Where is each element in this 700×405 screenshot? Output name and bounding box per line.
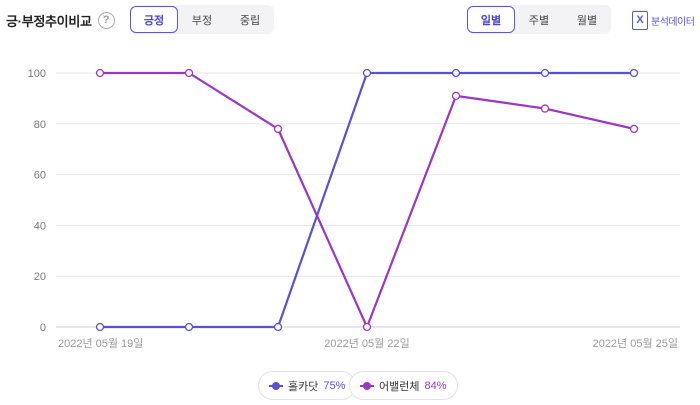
series-1-point <box>451 68 461 78</box>
series-2-point <box>540 104 550 113</box>
legend-item-series-2[interactable]: 어밸런체 84% <box>349 371 458 400</box>
y-axis: 0 20 40 60 80 100 <box>28 68 46 334</box>
y-tick-label: 60 <box>34 170 46 182</box>
section-title: 긍·부정추이비교 ? <box>6 9 115 31</box>
x-axis: 2022년 05월 19일 2022년 05월 22일 2022년 05월 25일 <box>58 336 678 350</box>
period-tabs: 일별 주별 월별 <box>467 5 611 34</box>
series-2-point <box>273 124 283 134</box>
y-tick-label: 0 <box>40 322 46 334</box>
series-2-point <box>95 68 105 78</box>
series-1-point <box>95 322 105 332</box>
series-1-point <box>362 68 372 78</box>
tab-negative[interactable]: 부정 <box>191 14 213 27</box>
excel-file-icon: X <box>632 10 648 30</box>
sentiment-tabs: 긍정 부정 중립 <box>130 5 274 34</box>
export-label: 분석데이터 <box>651 16 695 28</box>
export-data-button[interactable]: X 분석데이터 <box>632 9 695 31</box>
series-2-point <box>184 68 194 78</box>
x-tick-label: 2022년 05월 19일 <box>58 336 143 350</box>
y-tick-label: 40 <box>34 220 46 232</box>
tab-neutral[interactable]: 중립 <box>239 14 261 27</box>
chart-grid <box>56 72 680 328</box>
y-tick-label: 100 <box>28 68 46 80</box>
page-title: 긍·부정추이비교 <box>6 13 92 29</box>
tab-monthly[interactable]: 월별 <box>576 14 598 27</box>
legend-series-2-name: 어밸런체 <box>379 380 420 393</box>
legend-series-1-name: 홀카닷 <box>288 380 319 393</box>
series-2-line <box>100 71 635 329</box>
help-icon[interactable]: ? <box>97 11 115 29</box>
series-1-point <box>629 68 639 78</box>
series-1-marker-icon <box>269 381 283 390</box>
series-2-point <box>629 124 639 134</box>
series-1-point <box>184 322 194 332</box>
tab-positive[interactable]: 긍정 <box>130 6 178 33</box>
tab-weekly[interactable]: 주별 <box>528 14 550 27</box>
y-tick-label: 20 <box>34 271 46 283</box>
x-tick-label: 2022년 05월 22일 <box>324 336 409 350</box>
series-1-point <box>540 68 550 78</box>
y-tick-label: 80 <box>34 119 46 131</box>
series-2-marker-icon <box>360 381 374 390</box>
legend-series-1-value: 75% <box>323 379 346 392</box>
series-2-point <box>451 91 461 101</box>
legend-series-2-value: 84% <box>424 379 447 392</box>
chart-series <box>95 68 639 332</box>
series-2-point <box>362 322 372 332</box>
x-tick-label: 2022년 05월 25일 <box>593 336 678 350</box>
legend-item-series-1[interactable]: 홀카닷 75% <box>258 371 357 400</box>
tab-daily[interactable]: 일별 <box>467 6 515 33</box>
series-1-point <box>273 322 283 332</box>
